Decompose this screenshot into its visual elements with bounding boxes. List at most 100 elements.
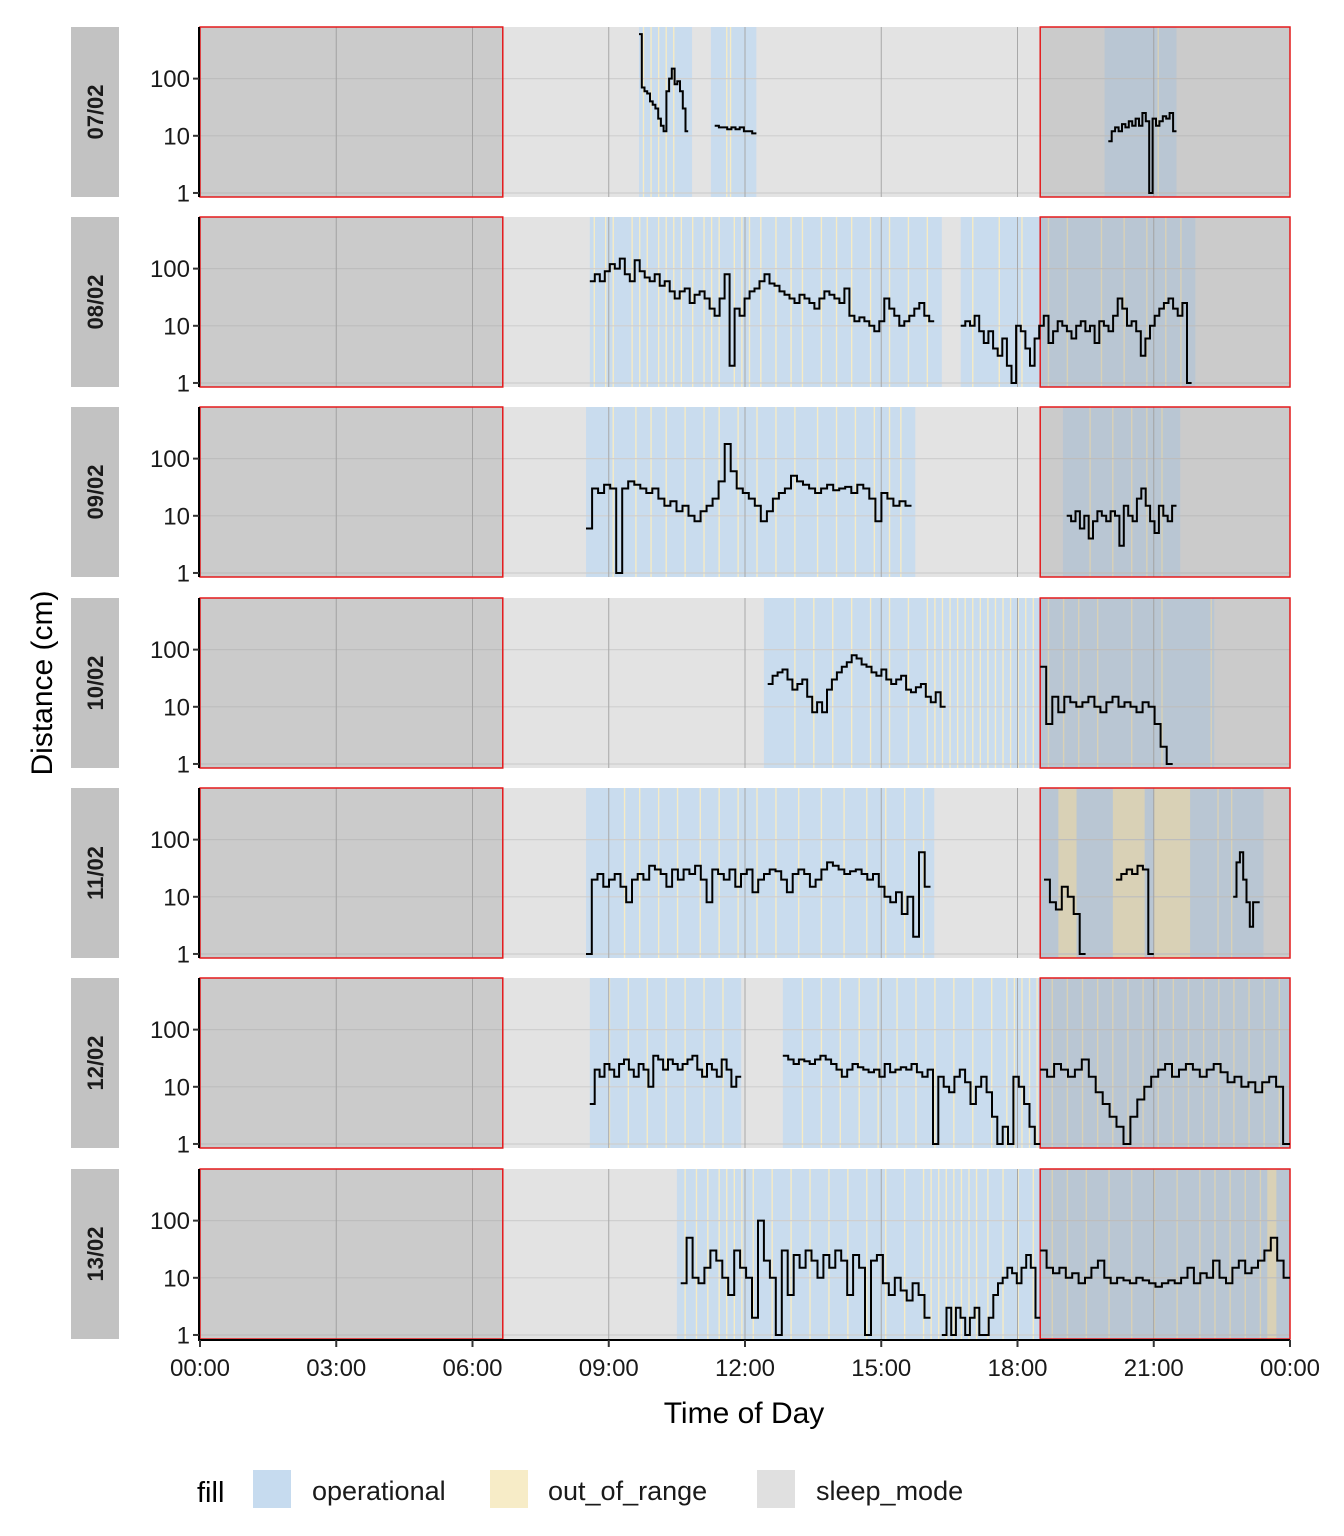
out-of-range-band bbox=[903, 1169, 906, 1339]
facet-strip-label: 13/02 bbox=[83, 1226, 108, 1281]
out-of-range-band bbox=[1025, 598, 1027, 768]
distance-line bbox=[1066, 487, 1177, 547]
out-of-range-band bbox=[1263, 978, 1265, 1148]
out-of-range-band bbox=[1017, 598, 1019, 768]
operational-band bbox=[710, 27, 757, 197]
out-of-range-band bbox=[623, 788, 626, 958]
night-window bbox=[199, 1168, 504, 1340]
out-of-range-band bbox=[813, 598, 815, 768]
out-of-range-band bbox=[695, 1169, 698, 1339]
out-of-range-band bbox=[960, 1169, 963, 1339]
out-of-range-band bbox=[1017, 1169, 1019, 1339]
x-axis-title: Time of Day bbox=[664, 1397, 825, 1430]
out-of-range-band bbox=[722, 978, 724, 1148]
x-tick-label: 00:00 bbox=[170, 1355, 230, 1382]
out-of-range-band bbox=[1214, 1169, 1216, 1339]
distance-line bbox=[941, 1254, 1041, 1336]
out-of-range-band bbox=[991, 978, 993, 1148]
out-of-range-band bbox=[953, 1169, 955, 1339]
facet-strip-label: 12/02 bbox=[83, 1035, 108, 1090]
out-of-range-band bbox=[903, 788, 906, 958]
out-of-range-band bbox=[1051, 1169, 1053, 1339]
out-of-range-band bbox=[1199, 1169, 1201, 1339]
y-tick-label: 1 bbox=[177, 180, 190, 207]
operational-band bbox=[960, 217, 1041, 387]
distance-line bbox=[1233, 851, 1260, 928]
legend-key-out-of-range bbox=[490, 1470, 528, 1508]
facet-strip-label: 07/02 bbox=[83, 84, 108, 139]
out-of-range-band bbox=[1210, 598, 1212, 768]
out-of-range-band bbox=[873, 407, 876, 577]
out-of-range-band bbox=[650, 27, 652, 197]
operational-band bbox=[1040, 598, 1215, 768]
out-of-range-band bbox=[790, 1169, 792, 1339]
out-of-range-band bbox=[775, 788, 777, 958]
out-of-range-band bbox=[885, 1169, 887, 1339]
out-of-range-band bbox=[1172, 978, 1175, 1148]
out-of-range-band bbox=[1112, 978, 1114, 1148]
out-of-range-band bbox=[1244, 1169, 1246, 1339]
out-of-range-band bbox=[1028, 978, 1031, 1148]
out-of-range-band bbox=[718, 1169, 720, 1339]
out-of-range-band bbox=[896, 978, 898, 1148]
x-tick-label: 09:00 bbox=[579, 1355, 639, 1382]
facet-panel: 1 10 100 10/02 bbox=[71, 597, 1291, 778]
out-of-range-band bbox=[949, 598, 951, 768]
facet-panel: 1 10 100 13/02 bbox=[71, 1168, 1291, 1349]
out-of-range-band bbox=[775, 407, 777, 577]
night-window bbox=[199, 406, 504, 578]
out-of-range-band bbox=[809, 1169, 811, 1339]
out-of-range-band bbox=[888, 407, 891, 577]
out-of-range-band bbox=[1127, 978, 1129, 1148]
out-of-range-band bbox=[1062, 598, 1065, 768]
out-of-range-band bbox=[737, 407, 739, 577]
night-window bbox=[199, 597, 504, 769]
facet-panel: 1 10 100 07/02 bbox=[71, 26, 1291, 207]
out-of-range-band bbox=[998, 217, 1000, 387]
distance-line bbox=[1115, 864, 1154, 955]
out-of-range-band bbox=[934, 598, 936, 768]
y-tick-label: 10 bbox=[163, 313, 190, 340]
out-of-range-band bbox=[1013, 978, 1016, 1148]
out-of-range-band bbox=[885, 788, 887, 958]
distance-line bbox=[782, 1054, 1041, 1145]
distance-line bbox=[960, 297, 1192, 384]
legend-item-operational: operational bbox=[253, 1470, 446, 1508]
night-window bbox=[1039, 1168, 1291, 1340]
out-of-range-band bbox=[1131, 598, 1133, 768]
distance-line bbox=[680, 1219, 931, 1336]
facet-strip-label: 11/02 bbox=[83, 846, 108, 900]
y-tick-label: 10 bbox=[163, 1265, 190, 1292]
out-of-range-band bbox=[756, 407, 758, 577]
y-tick-label: 100 bbox=[150, 1208, 190, 1235]
out-of-range-band bbox=[1096, 598, 1099, 768]
out-of-range-band bbox=[926, 217, 929, 387]
out-of-range-band bbox=[684, 1169, 686, 1339]
out-of-range-band bbox=[1278, 978, 1281, 1148]
legend-label-operational: operational bbox=[312, 1476, 446, 1506]
out-of-range-band bbox=[938, 1169, 940, 1339]
distance-line bbox=[586, 851, 931, 955]
out-of-range-band bbox=[1259, 1169, 1262, 1339]
distance-line bbox=[714, 124, 757, 135]
out-of-range-band bbox=[1089, 407, 1091, 577]
distance-line bbox=[1044, 878, 1086, 955]
out-of-range-band bbox=[794, 598, 796, 768]
out-of-range-band bbox=[1142, 978, 1144, 1148]
facet-strip bbox=[71, 788, 119, 958]
out-of-range-band bbox=[1006, 978, 1008, 1148]
distance-line bbox=[589, 257, 935, 367]
out-of-range-band bbox=[1112, 407, 1114, 577]
out-of-range-band bbox=[968, 1169, 970, 1339]
y-tick-label: 1 bbox=[177, 560, 190, 587]
out-of-range-band bbox=[1131, 1169, 1133, 1339]
out-of-range-band bbox=[775, 217, 777, 387]
out-of-range-band bbox=[1230, 788, 1233, 958]
out-of-range-band bbox=[1047, 598, 1050, 768]
night-window bbox=[199, 216, 504, 388]
operational-band bbox=[1040, 1169, 1290, 1339]
out-of-range-band bbox=[642, 27, 645, 197]
night-window bbox=[1039, 597, 1291, 769]
y-tick-label: 10 bbox=[163, 694, 190, 721]
